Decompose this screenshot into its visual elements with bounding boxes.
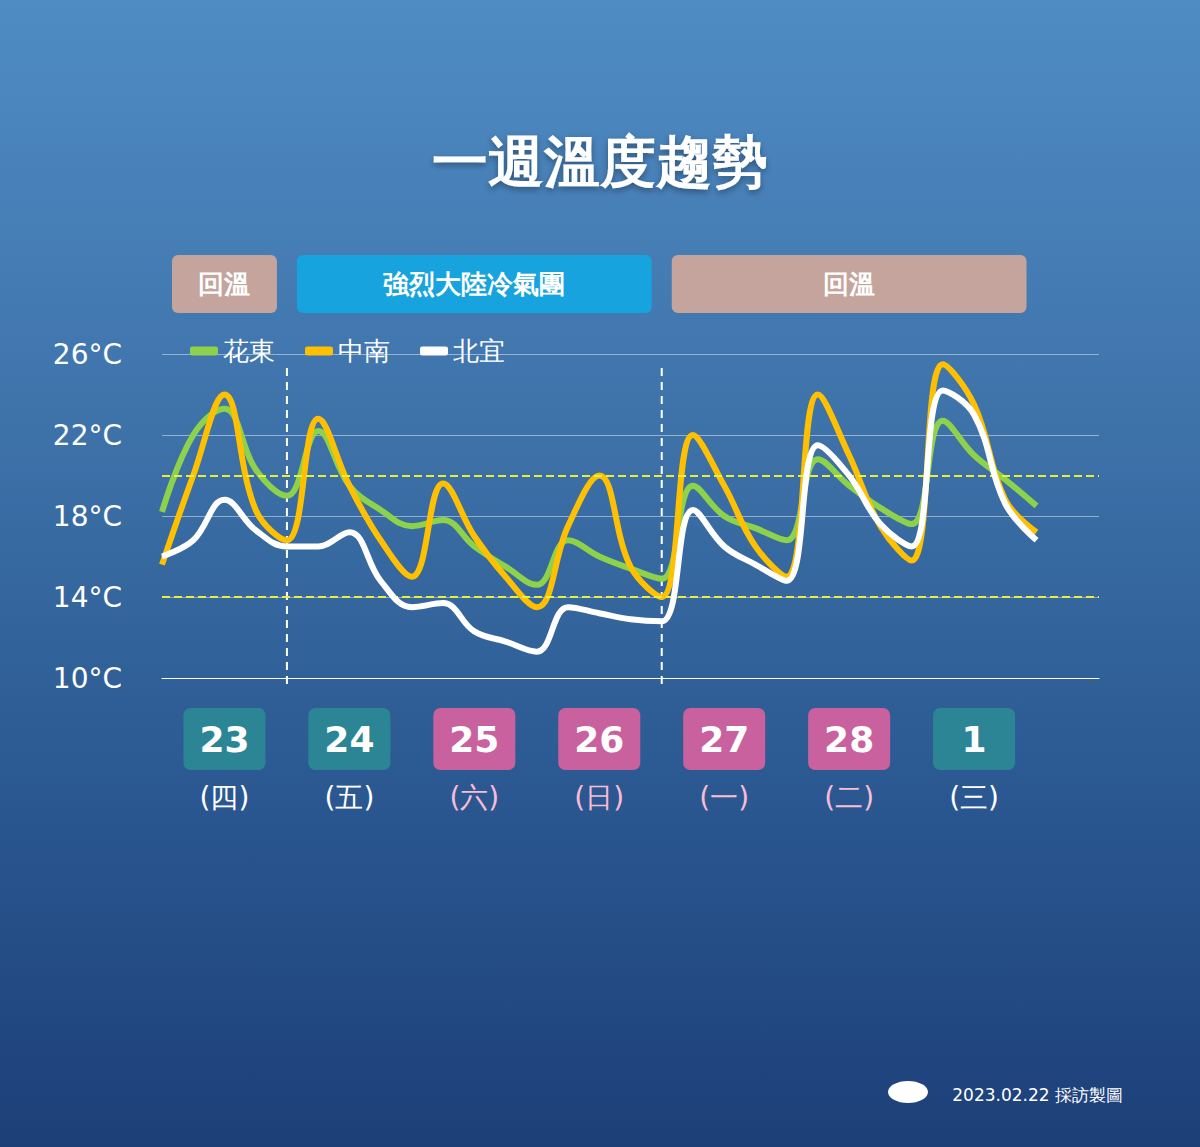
svg-text:花東: 花東 [223,336,275,366]
svg-text:26°C: 26°C [53,338,122,371]
svg-text:(三): (三) [949,781,999,814]
svg-text:24: 24 [324,719,374,760]
svg-text:2023.02.22 採訪製圖: 2023.02.22 採訪製圖 [952,1085,1123,1105]
svg-text:(四): (四) [200,781,250,814]
svg-text:25: 25 [449,719,499,760]
svg-text:28: 28 [824,719,874,760]
svg-text:回溫: 回溫 [198,269,250,299]
svg-text:18°C: 18°C [53,500,122,533]
svg-text:27: 27 [699,719,749,760]
svg-text:10°C: 10°C [53,662,122,695]
svg-text:1: 1 [962,719,987,760]
svg-text:26: 26 [574,719,624,760]
svg-text:(二): (二) [824,781,874,814]
svg-text:一週溫度趨勢: 一週溫度趨勢 [432,129,768,194]
svg-text:中南: 中南 [338,336,390,366]
svg-text:北宜: 北宜 [453,336,505,366]
svg-text:22°C: 22°C [53,419,122,452]
svg-text:14°C: 14°C [53,581,122,614]
svg-text:(日): (日) [574,781,624,814]
svg-text:(一): (一) [699,781,749,814]
svg-text:23: 23 [199,719,249,760]
svg-text:回溫: 回溫 [823,269,875,299]
svg-text:(五): (五) [324,781,374,814]
svg-text:強烈大陸冷氣團: 強烈大陸冷氣團 [383,269,565,299]
svg-text:(六): (六) [449,781,499,814]
